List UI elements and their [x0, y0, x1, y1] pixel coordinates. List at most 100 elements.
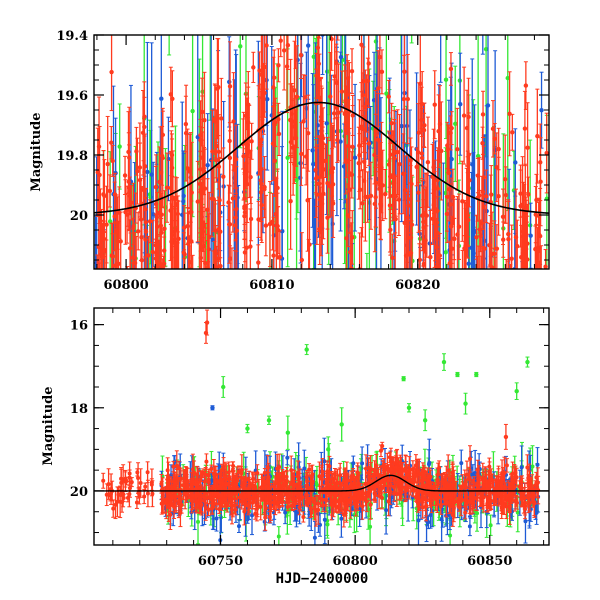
- top-red-data-point: [518, 169, 523, 218]
- top-red-data-point: [207, 191, 212, 269]
- bottom-green-outlier-data-point: [339, 407, 344, 442]
- top-red-data-point: [249, 122, 254, 160]
- top-blue-data-point: [438, 35, 443, 83]
- bottom-red-data-point: [434, 489, 439, 506]
- bottom-red-data-point: [226, 461, 231, 484]
- top-red-data-point: [216, 38, 221, 137]
- bottom-red-data-point: [197, 494, 202, 514]
- bottom-red-data-point: [410, 467, 415, 492]
- top-red-data-point: [199, 182, 204, 263]
- top-green-data-point: [117, 103, 122, 190]
- top-red-data-point: [256, 244, 261, 269]
- top-red-data-point: [504, 294, 508, 355]
- bottom-green-outlier-data-point: [401, 376, 406, 382]
- top-red-data-point: [262, 168, 267, 210]
- top-red-data-point: [462, 199, 467, 269]
- bottom-red-data-point: [420, 496, 425, 519]
- top-red-data-point: [342, 64, 347, 164]
- top-blue-data-point: [520, 261, 525, 269]
- bottom-red-data-point: [464, 460, 469, 489]
- bottom-red-data-point: [468, 488, 473, 515]
- bottom-red-data-point: [137, 486, 142, 505]
- top-green-data-point: [107, 151, 113, 269]
- top-red-data-point: [478, 219, 483, 253]
- bottom-red-data-point: [332, 468, 337, 480]
- top-blue-data-point: [513, 128, 518, 197]
- top-red-data-point: [319, 85, 324, 178]
- bottom-red-data-point: [373, 489, 378, 500]
- top-red-data-point: [375, 50, 381, 127]
- top-red-data-point: [405, 53, 411, 145]
- bottom-red-data-point: [206, 503, 211, 517]
- top-red-data-point: [420, 180, 425, 252]
- top-data-points: [94, 35, 549, 456]
- bottom-red-data-point: [526, 482, 531, 508]
- top-red-data-point: [158, 308, 162, 344]
- top-red-data-point: [448, 183, 454, 226]
- top-red-data-point: [135, 212, 141, 251]
- top-red-data-point: [390, 233, 395, 269]
- top-red-data-point: [335, 35, 340, 41]
- top-red-data-point: [421, 265, 426, 269]
- bottom-x-tick-label: 60850: [467, 554, 512, 569]
- bottom-red-data-point: [485, 502, 490, 513]
- top-red-data-point: [405, 238, 410, 269]
- top-red-data-point: [465, 156, 470, 248]
- top-red-data-point: [448, 115, 453, 151]
- top-plot-frame: [93, 34, 550, 270]
- top-red-data-point: [366, 120, 372, 167]
- bottom-red-outlier-data-point: [503, 423, 509, 450]
- top-red-data-point: [248, 208, 253, 269]
- bottom-red-data-point: [181, 470, 186, 501]
- top-red-data-point: [305, 149, 310, 252]
- top-x-tick-label: 60810: [249, 278, 294, 293]
- top-red-data-point: [156, 273, 160, 307]
- top-blue-data-point: [528, 202, 533, 269]
- top-red-data-point: [170, 287, 174, 332]
- top-red-data-point: [501, 221, 506, 258]
- bottom-red-data-point: [413, 468, 418, 483]
- bottom-green-outlier-data-point: [525, 356, 530, 368]
- bottom-red-data-point: [222, 461, 227, 494]
- top-red-data-point: [117, 186, 122, 239]
- bottom-red-data-point: [263, 504, 268, 531]
- top-red-data-point: [366, 35, 371, 109]
- top-red-data-point: [474, 305, 478, 392]
- bottom-red-data-point: [403, 486, 408, 496]
- bottom-red-data-point: [308, 474, 313, 504]
- bottom-red-data-point: [536, 475, 541, 505]
- top-red-data-point: [518, 285, 522, 333]
- top-green-data-point: [167, 35, 172, 56]
- bottom-red-data-point: [145, 479, 150, 508]
- top-green-data-point: [238, 35, 243, 149]
- top-red-data-point: [419, 287, 423, 345]
- bottom-red-data-point: [399, 487, 404, 497]
- top-red-data-point: [523, 61, 529, 110]
- bottom-red-data-point: [305, 479, 310, 500]
- top-red-data-point: [187, 277, 191, 329]
- bottom-red-data-point: [507, 495, 512, 525]
- top-red-data-point: [525, 102, 530, 194]
- top-red-data-point: [277, 230, 283, 269]
- top-red-data-point: [504, 258, 509, 269]
- top-red-data-point: [494, 224, 500, 269]
- top-red-data-point: [491, 291, 495, 390]
- top-red-data-point: [389, 102, 394, 144]
- bottom-red-data-point: [378, 444, 383, 458]
- top-blue-data-point: [320, 35, 325, 76]
- top-red-data-point: [173, 208, 178, 269]
- bottom-red-data-point: [286, 486, 291, 508]
- bottom-red-data-point: [290, 488, 295, 512]
- bottom-red-data-point: [231, 461, 236, 471]
- top-red-data-point: [158, 126, 164, 220]
- bottom-red-data-point: [219, 480, 224, 511]
- top-red-data-point: [227, 41, 233, 132]
- top-blue-data-point: [194, 279, 198, 456]
- top-red-data-point: [492, 267, 497, 269]
- top-red-data-point: [285, 35, 291, 70]
- bottom-red-data-point: [267, 510, 272, 524]
- top-red-data-point: [476, 310, 480, 390]
- bottom-green-outlier-data-point: [245, 423, 250, 434]
- top-red-data-point: [436, 94, 441, 168]
- bottom-red-data-point: [165, 457, 170, 484]
